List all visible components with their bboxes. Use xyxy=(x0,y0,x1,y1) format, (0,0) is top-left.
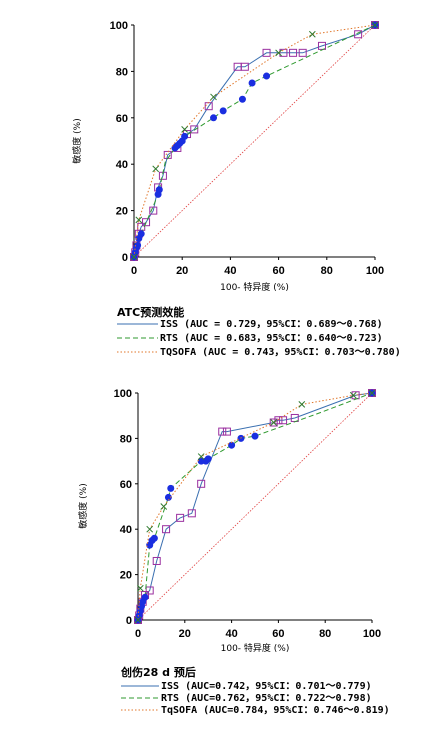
data-point-square xyxy=(354,30,363,39)
data-point-circle xyxy=(155,186,163,194)
y-tick-label: 0 xyxy=(126,615,132,627)
data-point-square xyxy=(152,556,161,565)
data-point-square xyxy=(289,48,298,57)
x-tick-label: 60 xyxy=(272,265,284,277)
data-point-square xyxy=(298,48,307,57)
data-point-cross xyxy=(134,616,142,624)
series-line-3 xyxy=(133,24,376,258)
data-point-circle xyxy=(248,79,256,87)
y-tick-label: 60 xyxy=(120,479,132,491)
data-point-cross xyxy=(160,503,168,510)
data-point-circle xyxy=(238,95,246,103)
y-axis-label: 敏感度 (%) xyxy=(71,118,83,163)
reference-diagonal-line xyxy=(137,392,373,621)
data-point-square xyxy=(262,48,271,57)
data-point-cross xyxy=(270,419,278,426)
data-point-cross xyxy=(349,391,357,399)
data-point-square xyxy=(197,479,206,488)
data-point-circle xyxy=(263,72,271,80)
data-point-circle xyxy=(219,107,227,115)
y-tick-label: 100 xyxy=(114,388,132,400)
y-tick-label: 80 xyxy=(120,433,132,445)
data-point-square xyxy=(149,206,158,215)
data-point-square xyxy=(218,427,227,436)
legend-entry-1: ISS (AUC = 0.729，95%CI：0.689～0.768) xyxy=(160,319,383,330)
x-axis-label: 100- 特异度 (%) xyxy=(220,281,289,293)
data-point-cross xyxy=(308,30,316,38)
data-point-square xyxy=(190,125,199,134)
series-line-2 xyxy=(133,24,376,258)
data-point-circle xyxy=(164,493,172,501)
data-point-cross xyxy=(210,93,217,101)
x-tick-label: 40 xyxy=(224,265,236,277)
x-tick-label: 60 xyxy=(272,628,284,640)
y-tick-label: 40 xyxy=(120,524,132,536)
legend-entry-2: RTS (AUC=0.762，95%CI：0.722～0.798) xyxy=(161,693,372,704)
x-tick-label: 20 xyxy=(179,628,191,640)
data-point-square xyxy=(279,48,288,57)
data-point-cross xyxy=(275,49,282,57)
roc-chart-1: 0 20 40 60 80 100 0 20 40 60 80 100 敏感度 (%) 100- 特异度 … xyxy=(71,20,401,358)
data-point-circle xyxy=(150,534,158,542)
data-point-cross xyxy=(181,126,188,133)
data-point-square xyxy=(274,416,283,425)
x-tick-label: 80 xyxy=(319,628,331,640)
data-point-cross xyxy=(136,584,144,592)
data-point-circle xyxy=(167,484,175,492)
x-tick-label: 40 xyxy=(225,628,237,640)
data-point-square xyxy=(187,509,196,518)
y-tick-label: 60 xyxy=(116,113,128,125)
series-line-3 xyxy=(137,392,373,621)
data-point-circle xyxy=(181,132,189,140)
data-point-cross xyxy=(368,389,376,397)
series-line-1 xyxy=(133,24,376,258)
data-point-circle xyxy=(228,441,236,449)
legend-title: ATC预测效能 xyxy=(117,305,184,319)
data-point-circle xyxy=(251,432,259,440)
x-tick-label: 80 xyxy=(321,265,333,277)
data-point-cross xyxy=(152,165,160,173)
data-point-square xyxy=(145,586,154,595)
legend-entry-3: TQSOFA (AUC = 0.743，95%CI：0.703～0.780) xyxy=(160,347,401,358)
x-axis-label: 100- 特异度 (%) xyxy=(221,642,290,654)
y-tick-label: 40 xyxy=(116,159,128,171)
data-point-square xyxy=(240,62,249,71)
legend-entry-2: RTS (AUC = 0.683，95%CI：0.640～0.723) xyxy=(160,333,383,344)
data-point-cross xyxy=(130,253,138,261)
x-tick-label: 20 xyxy=(176,265,188,277)
data-point-square xyxy=(317,41,326,50)
y-axis-label: 敏感度 (%) xyxy=(77,483,89,528)
data-point-cross xyxy=(298,400,306,408)
roc-chart-2: 0 20 40 60 80 100 0 20 40 60 80 100 敏感度 (%) 100- 特异度 … xyxy=(77,388,390,716)
data-point-circle xyxy=(204,455,212,463)
x-tick-label: 0 xyxy=(131,265,137,277)
legend-entry-1: ISS (AUC=0.742，95%CI：0.701～0.779) xyxy=(161,681,372,692)
legend-title: 创伤28 d 预后 xyxy=(120,665,196,679)
data-point-square xyxy=(142,218,151,227)
reference-diagonal-line xyxy=(133,24,376,258)
data-point-cross xyxy=(135,216,143,224)
data-point-cross xyxy=(371,21,379,29)
data-point-square xyxy=(222,427,231,436)
x-tick-label: 100 xyxy=(363,628,381,640)
data-point-circle xyxy=(210,114,218,122)
x-tick-label: 100 xyxy=(366,265,384,277)
y-tick-label: 100 xyxy=(110,20,128,32)
data-point-square xyxy=(176,513,185,522)
y-tick-label: 20 xyxy=(116,206,128,218)
data-point-circle xyxy=(141,593,149,601)
data-point-square xyxy=(162,525,171,534)
data-point-square xyxy=(279,416,288,425)
data-point-circle xyxy=(134,241,142,249)
data-point-circle xyxy=(137,230,145,238)
y-tick-label: 80 xyxy=(116,66,128,78)
y-tick-label: 0 xyxy=(122,252,128,264)
y-tick-label: 20 xyxy=(120,570,132,582)
data-point-square xyxy=(269,418,278,427)
data-point-cross xyxy=(197,453,205,460)
data-point-cross xyxy=(146,525,154,533)
x-tick-label: 0 xyxy=(135,628,141,640)
legend-entry-3: TqSOFA (AUC=0.784，95%CI：0.746～0.819) xyxy=(161,705,390,716)
